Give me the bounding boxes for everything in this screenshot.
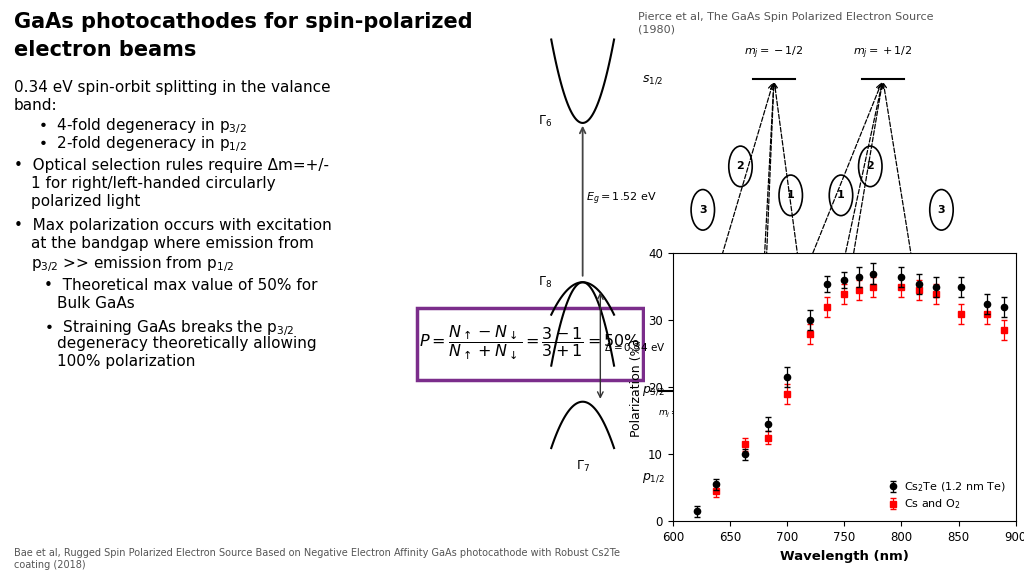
Text: 3: 3: [699, 205, 707, 215]
Text: 1 for right/left-handed circularly: 1 for right/left-handed circularly: [31, 176, 275, 191]
Text: $E_g = 1.52$ eV: $E_g = 1.52$ eV: [586, 191, 656, 207]
Text: $p_{3/2}$: $p_{3/2}$: [642, 384, 665, 397]
Text: 2: 2: [736, 161, 744, 172]
Text: polarized light: polarized light: [31, 194, 140, 209]
FancyBboxPatch shape: [417, 308, 643, 380]
Text: $p_{1/2}$: $p_{1/2}$: [642, 471, 665, 484]
Text: Bae et al, Rugged Spin Polarized Electron Source Based on Negative Electron Affi: Bae et al, Rugged Spin Polarized Electro…: [14, 548, 620, 558]
Text: 1: 1: [786, 190, 795, 200]
Text: $m_j=+1/2$: $m_j=+1/2$: [792, 494, 840, 507]
Text: $m_j=+1/2$: $m_j=+1/2$: [792, 407, 840, 420]
Text: $\Delta = 0.34$ eV: $\Delta = 0.34$ eV: [604, 342, 666, 354]
Text: •  4-fold degeneracy in p$_{3/2}$: • 4-fold degeneracy in p$_{3/2}$: [38, 116, 247, 136]
Text: •  Max polarization occurs with excitation: • Max polarization occurs with excitatio…: [14, 218, 332, 233]
Text: $\Gamma_6$: $\Gamma_6$: [538, 114, 552, 129]
Text: •  Straining GaAs breaks the p$_{3/2}$: • Straining GaAs breaks the p$_{3/2}$: [44, 318, 295, 338]
Text: Bulk GaAs: Bulk GaAs: [57, 296, 135, 311]
Text: $\sigma^+$: $\sigma^+$: [706, 282, 726, 300]
Text: $\Gamma_7$: $\Gamma_7$: [575, 459, 590, 475]
Text: Pierce et al, The GaAs Spin Polarized Electron Source: Pierce et al, The GaAs Spin Polarized El…: [638, 12, 934, 22]
Text: •  Theoretical max value of 50% for: • Theoretical max value of 50% for: [44, 278, 317, 293]
Text: at the bandgap where emission from: at the bandgap where emission from: [31, 236, 314, 251]
Text: 1: 1: [837, 190, 845, 200]
Y-axis label: Polarization (%): Polarization (%): [630, 338, 643, 437]
Text: degeneracy theoretically allowing: degeneracy theoretically allowing: [57, 336, 316, 351]
Text: 0.34 eV spin-orbit splitting in the valance: 0.34 eV spin-orbit splitting in the vala…: [14, 80, 331, 95]
Text: band:: band:: [14, 98, 57, 113]
Text: •  Optical selection rules require Δm=+/-: • Optical selection rules require Δm=+/-: [14, 158, 329, 173]
Text: $\Gamma_8$: $\Gamma_8$: [538, 275, 552, 290]
Text: $m_j=-1/2$: $m_j=-1/2$: [733, 494, 781, 507]
Text: electron beams: electron beams: [14, 40, 197, 60]
Text: $P = \dfrac{N_{\uparrow} - N_{\downarrow}}{N_{\uparrow} + N_{\downarrow}} = \dfr: $P = \dfrac{N_{\uparrow} - N_{\downarrow…: [419, 323, 641, 362]
Text: $m_j = -1/2$: $m_j = -1/2$: [744, 45, 804, 62]
Text: $m_j = +1/2$: $m_j = +1/2$: [853, 45, 912, 62]
Text: (1980): (1980): [638, 24, 675, 34]
Text: coating (2018): coating (2018): [14, 560, 86, 570]
Text: GaAs photocathodes for spin-polarized: GaAs photocathodes for spin-polarized: [14, 12, 473, 32]
Legend: Cs$_2$Te (1.2 nm Te), Cs and O$_2$: Cs$_2$Te (1.2 nm Te), Cs and O$_2$: [882, 476, 1011, 516]
Text: 3: 3: [938, 205, 945, 215]
Text: $m_j=-1/2$: $m_j=-1/2$: [733, 407, 781, 420]
Text: 2: 2: [866, 161, 874, 172]
Text: 100% polarization: 100% polarization: [57, 354, 196, 369]
Text: •  2-fold degeneracy in p$_{1/2}$: • 2-fold degeneracy in p$_{1/2}$: [38, 134, 247, 154]
Text: p$_{3/2}$ >> emission from p$_{1/2}$: p$_{3/2}$ >> emission from p$_{1/2}$: [31, 254, 234, 274]
Text: $m_j=+3/2$: $m_j=+3/2$: [909, 407, 957, 420]
Text: $s_{1/2}$: $s_{1/2}$: [642, 73, 664, 86]
Text: $m_j=-3/2$: $m_j=-3/2$: [657, 407, 706, 420]
X-axis label: Wavelength (nm): Wavelength (nm): [780, 550, 908, 563]
Text: $\sigma^-$: $\sigma^-$: [902, 286, 923, 300]
